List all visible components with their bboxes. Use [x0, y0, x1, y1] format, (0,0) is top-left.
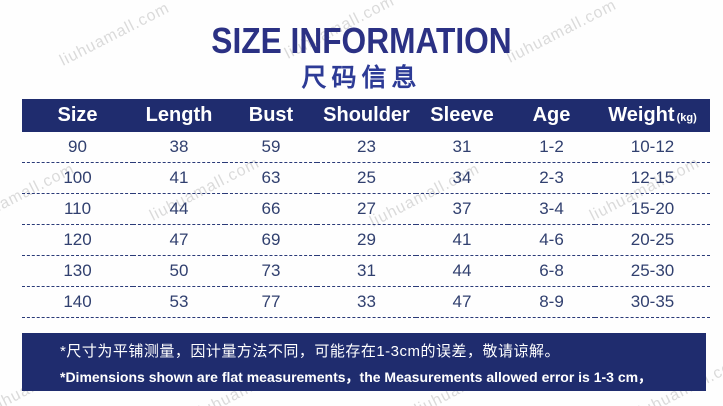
table-cell: 69 [225, 224, 317, 256]
table-row: 100 41 63 25 34 2-3 12-15 [22, 162, 710, 194]
table-cell: 33 [317, 286, 416, 318]
table-cell: 59 [225, 132, 317, 163]
table-cell: 37 [416, 193, 508, 225]
notes-box: *尺寸为平铺测量，因计量方法不同，可能存在1-3cm的误差，敬请谅解。 *Dim… [22, 333, 706, 391]
column-header-sleeve: Sleeve [416, 99, 508, 132]
column-header-size: Size [22, 99, 133, 132]
column-unit-label: (kg) [676, 112, 697, 124]
table-cell: 100 [22, 162, 133, 194]
table-cell: 6-8 [508, 255, 595, 287]
column-label: Size [57, 104, 98, 126]
table-cell: 30-35 [595, 286, 710, 318]
column-header-bust: Bust [225, 99, 317, 132]
column-label: Shoulder [323, 104, 410, 126]
column-header-shoulder: Shoulder [317, 99, 416, 132]
table-cell: 110 [22, 193, 133, 225]
table-cell: 73 [225, 255, 317, 287]
table-row: 130 50 73 31 44 6-8 25-30 [22, 255, 710, 287]
table-cell: 25-30 [595, 255, 710, 287]
table-cell: 20-25 [595, 224, 710, 256]
table-cell: 47 [133, 224, 225, 256]
column-label: Length [145, 104, 213, 126]
table-cell: 31 [416, 132, 508, 163]
table-cell: 44 [416, 255, 508, 287]
table-row: 90 38 59 23 31 1-2 10-12 [22, 132, 710, 163]
table-cell: 63 [225, 162, 317, 194]
column-label: Sleeve [430, 104, 494, 126]
table-row: 140 53 77 33 47 8-9 30-35 [22, 286, 710, 318]
table-cell: 140 [22, 286, 133, 318]
table-cell: 2-3 [508, 162, 595, 194]
note-line-english: *Dimensions shown are flat measurements，… [60, 369, 653, 385]
table-cell: 29 [317, 224, 416, 256]
table-cell: 47 [416, 286, 508, 318]
table-cell: 34 [416, 162, 508, 194]
table-cell: 130 [22, 255, 133, 287]
table-cell: 12-15 [595, 162, 710, 194]
table-cell: 10-12 [595, 132, 710, 163]
table-cell: 8-9 [508, 286, 595, 318]
table-cell: 38 [133, 132, 225, 163]
table-cell: 1-2 [508, 132, 595, 163]
table-cell: 50 [133, 255, 225, 287]
table-cell: 41 [133, 162, 225, 194]
table-cell: 41 [416, 224, 508, 256]
table-header-row: Size Length Bust Shoulder Sleeve Age Weight (kg… [22, 99, 710, 132]
table-cell: 15-20 [595, 193, 710, 225]
column-label: Weight [608, 104, 675, 126]
table-cell: 27 [317, 193, 416, 225]
size-table: Size Length Bust Shoulder Sleeve Age Weight (kg… [22, 99, 710, 318]
note-line-chinese: *尺寸为平铺测量，因计量方法不同，可能存在1-3cm的误差，敬请谅解。 [60, 343, 561, 360]
table-cell: 120 [22, 224, 133, 256]
column-label: Bust [248, 104, 294, 126]
table-cell: 31 [317, 255, 416, 287]
column-header-weight: Weight (kg) [595, 99, 710, 132]
table-cell: 66 [225, 193, 317, 225]
page-title: SIZE INFORMATION [211, 20, 512, 61]
table-cell: 53 [133, 286, 225, 318]
table-cell: 4-6 [508, 224, 595, 256]
table-cell: 23 [317, 132, 416, 163]
table-cell: 3-4 [508, 193, 595, 225]
table-row: 110 44 66 27 37 3-4 15-20 [22, 193, 710, 225]
table-cell: 77 [225, 286, 317, 318]
table-cell: 25 [317, 162, 416, 194]
table-cell: 44 [133, 193, 225, 225]
column-header-age: Age [508, 99, 595, 132]
table-row: 120 47 69 29 41 4-6 20-25 [22, 224, 710, 256]
column-label: Age [532, 104, 571, 126]
table-cell: 90 [22, 132, 133, 163]
column-header-length: Length [133, 99, 225, 132]
table-body: 90 38 59 23 31 1-2 10-12 100 41 63 25 34 2-3 12-15 110… [22, 132, 710, 318]
page-subtitle: 尺码信息 [301, 64, 422, 92]
